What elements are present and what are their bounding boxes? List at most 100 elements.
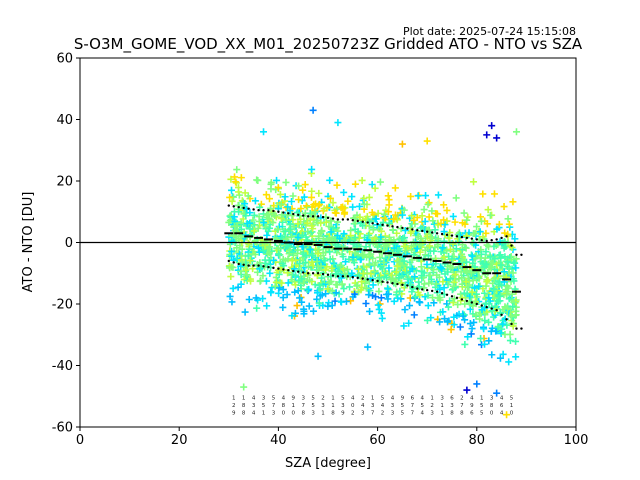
scatter-point: [444, 318, 452, 326]
scatter-point: [329, 199, 337, 207]
scatter-point: [490, 275, 498, 283]
bin-upper-sigma-mark: [391, 225, 394, 228]
bin-lower-sigma-mark: [406, 284, 409, 287]
scatter-point: [270, 256, 278, 264]
bin-upper-sigma-mark: [262, 209, 265, 212]
scatter-point: [461, 340, 469, 348]
scatter-point: [251, 250, 259, 258]
scatter-point: [241, 308, 249, 316]
scatter-point: [299, 279, 307, 287]
bin-count-label: 2: [381, 411, 385, 417]
scatter-point: [452, 245, 460, 253]
scatter-point: [313, 217, 321, 225]
scatter-point: [407, 192, 415, 200]
scatter-outlier: [240, 383, 248, 391]
scatter-point: [284, 203, 292, 211]
bin-count-label: 7: [411, 411, 415, 417]
bin-count-label: 1: [440, 411, 444, 417]
scatter-point: [300, 305, 308, 313]
scatter-point: [431, 283, 439, 291]
scatter-point: [315, 282, 323, 290]
scatter-point: [383, 291, 391, 299]
scatter-point: [271, 212, 279, 220]
bin-count-label: 6: [500, 403, 504, 409]
scatter-point: [407, 229, 415, 237]
bin-count-label: 0: [490, 411, 494, 417]
scatter-point: [486, 253, 494, 261]
scatter-point: [439, 244, 447, 252]
scatter-point: [313, 295, 321, 303]
scatter-point: [462, 278, 470, 286]
bin-upper-sigma-mark: [485, 239, 488, 243]
scatter-point: [461, 220, 469, 228]
scatter-point: [485, 337, 493, 345]
scatter-point: [470, 178, 478, 186]
scatter-point: [427, 314, 435, 322]
bin-count-label: 4: [420, 395, 424, 401]
scatter-point: [306, 276, 314, 284]
scatter-point: [476, 228, 484, 236]
scatter-point: [374, 301, 382, 309]
scatter-point: [351, 249, 359, 257]
bin-count-label: 1: [430, 395, 434, 401]
bin-lower-sigma-mark: [465, 299, 469, 303]
bin-upper-sigma-mark: [247, 207, 250, 210]
scatter-point: [477, 250, 485, 258]
bin-count-label: 4: [420, 411, 424, 417]
scatter-point: [260, 219, 268, 227]
bin-count-label: 7: [301, 403, 305, 409]
bin-count-label: 9: [232, 411, 236, 417]
y-tick-label: 0: [65, 236, 73, 251]
scatter-point: [430, 266, 438, 274]
scatter-point: [479, 190, 487, 198]
scatter-point: [250, 211, 258, 219]
bin-upper-sigma-mark: [366, 221, 369, 224]
bin-lower-sigma-mark: [282, 268, 285, 271]
bin-count-label: 3: [391, 403, 395, 409]
bin-lower-sigma-mark: [346, 275, 350, 278]
scatter-point: [399, 270, 407, 278]
scatter-point: [250, 227, 258, 235]
scatter-point: [486, 211, 494, 219]
scatter-point: [274, 225, 282, 233]
bin-lower-sigma-mark: [421, 288, 424, 291]
scatter-point: [340, 188, 348, 196]
scatter-point: [377, 247, 385, 255]
scatter-point: [290, 265, 298, 273]
scatter-point: [368, 209, 376, 217]
bin-lower-sigma-mark: [411, 285, 414, 289]
bin-count-label: 4: [500, 395, 504, 401]
scatter-point: [368, 181, 376, 188]
bin-upper-sigma-mark: [287, 212, 290, 215]
scatter-point: [241, 200, 249, 208]
scatter-point: [435, 273, 443, 281]
scatter-point: [332, 270, 340, 278]
scatter-point: [259, 272, 267, 280]
scatter-point: [456, 323, 464, 331]
scatter-point: [341, 269, 349, 277]
scatter-point: [295, 267, 303, 275]
bin-lower-sigma-mark: [430, 289, 434, 293]
bin-count-label: 1: [371, 395, 375, 401]
scatter-point: [420, 206, 428, 214]
scatter-point: [286, 207, 294, 215]
scatter-point: [436, 285, 444, 293]
scatter-outlier: [488, 122, 496, 130]
scatter-point: [306, 246, 314, 254]
bin-lower-sigma-mark: [391, 282, 394, 285]
scatter-point: [384, 192, 392, 200]
scatter-point: [290, 223, 298, 231]
bin-count-label: 5: [311, 403, 315, 409]
scatter-point: [308, 258, 316, 266]
scatter-outlier: [314, 352, 322, 360]
scatter-point: [308, 222, 316, 230]
bin-upper-sigma-mark: [381, 223, 384, 227]
scatter-point: [246, 257, 254, 265]
scatter-point: [254, 224, 262, 232]
scatter-point: [333, 281, 341, 289]
scatter-point: [472, 311, 480, 319]
scatter-outlier: [423, 137, 431, 145]
scatter-point: [480, 325, 488, 333]
scatter-point: [238, 245, 246, 253]
scatter-point: [393, 262, 401, 270]
